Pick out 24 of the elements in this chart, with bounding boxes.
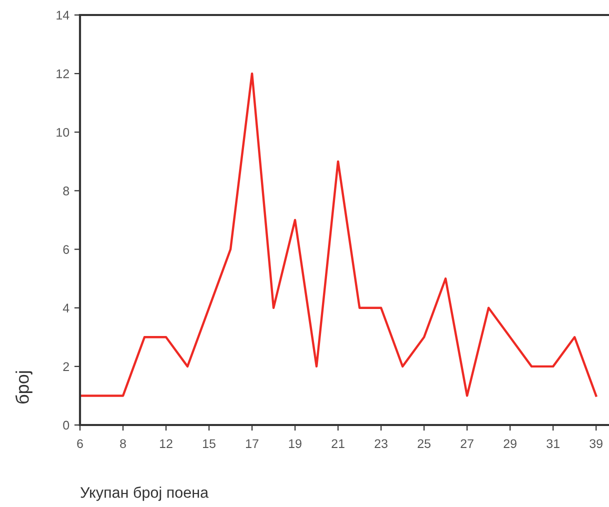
y-axis-title: број xyxy=(15,371,32,404)
y-tick-label: 8 xyxy=(63,186,70,196)
x-tick-label: 12 xyxy=(160,439,172,448)
x-axis-title: Укупан број поена xyxy=(80,486,209,501)
y-tick-label: 0 xyxy=(63,420,70,430)
line-series xyxy=(80,72,598,397)
y-tick-label: 4 xyxy=(62,304,70,312)
y-tick-label: 14 xyxy=(56,10,70,20)
x-tick-label: 19 xyxy=(289,439,302,448)
x-tick-label: 29 xyxy=(504,439,516,448)
y-tick-label: 12 xyxy=(56,69,69,78)
x-tick-label: 31 xyxy=(546,439,560,448)
x-tick-label: 27 xyxy=(460,439,474,448)
x-tick-label: 25 xyxy=(418,439,430,448)
x-tick-label: 21 xyxy=(332,439,344,448)
x-tick-label: 39 xyxy=(590,439,602,448)
y-tick-label: 10 xyxy=(56,128,70,137)
x-tick-label: 23 xyxy=(374,439,388,448)
y-tick-label: 6 xyxy=(63,245,70,254)
x-tick-label: 8 xyxy=(120,439,126,448)
x-tick-label: 6 xyxy=(77,439,83,448)
x-tick-label: 15 xyxy=(203,439,216,448)
x-tick-label: 17 xyxy=(246,439,258,448)
y-tick-label: 2 xyxy=(63,362,69,371)
